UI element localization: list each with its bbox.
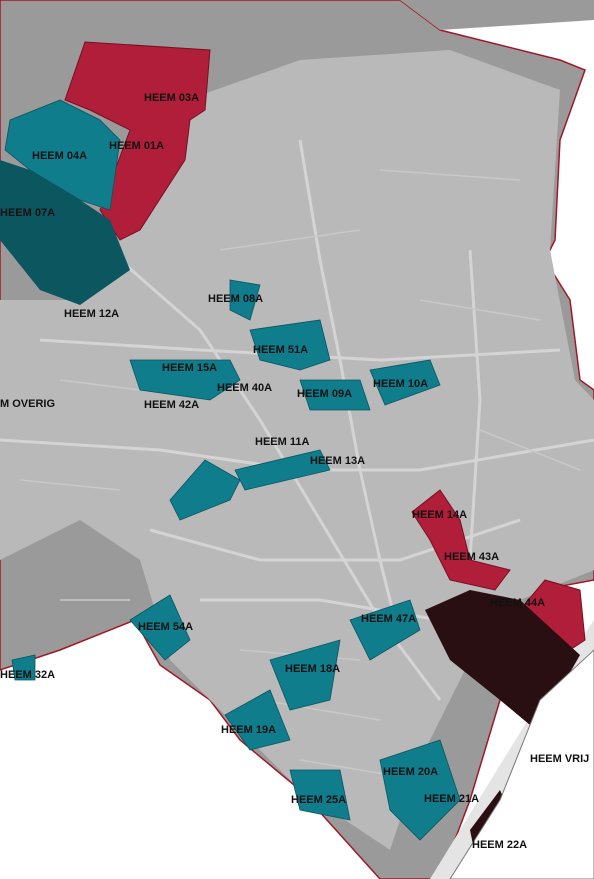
zone-label: HEEM 03A <box>144 92 199 104</box>
zone-label: HEEM 14A <box>412 509 467 521</box>
zone-label: HEEM 22A <box>472 839 527 851</box>
zone-label: HEEM 10A <box>373 378 428 390</box>
zone-teal <box>249 319 331 371</box>
zone-label: HEEM 19A <box>221 724 276 736</box>
zone-teal <box>299 379 371 411</box>
zone-red <box>64 41 211 241</box>
zone-label: HEEM 43A <box>444 551 499 563</box>
zone-label: HEEM 47A <box>361 613 416 625</box>
zone-label: HEEM 20A <box>383 766 438 778</box>
labels: HEEM 03A HEEM 01A HEEM 04A HEEM 07A HEEM… <box>0 92 589 851</box>
zone-teal <box>369 359 441 406</box>
zone-dark-teal <box>0 160 130 305</box>
zone-label: HEEM 11A <box>255 436 309 448</box>
zone-label: HEEM 01A <box>109 140 164 152</box>
zone-label: HEEM 08A <box>208 293 263 305</box>
zone-label: HEEM 40A <box>217 382 272 394</box>
zone-label: HEEM 51A <box>253 344 308 356</box>
zone-teal <box>224 689 291 751</box>
zone-teal <box>129 594 191 661</box>
zone-teal <box>129 359 241 401</box>
zone-label: HEEM 13A <box>310 455 365 467</box>
zone-label: HEEM 25A <box>291 794 346 806</box>
area-north <box>400 0 594 30</box>
zone-red <box>411 489 511 591</box>
zone-teal <box>229 279 261 321</box>
zone-teal <box>234 449 331 491</box>
zone-label: HEEM 18A <box>285 663 340 675</box>
zone-teal <box>4 99 121 211</box>
zone-label: HEEM 21A <box>424 793 479 805</box>
zone-label: HEEM 54A <box>138 621 193 633</box>
zone-label: M OVERIG <box>0 398 55 410</box>
zone-teal <box>269 639 341 711</box>
zone-label: HEEM 42A <box>144 399 199 411</box>
zone-teal <box>289 769 351 821</box>
zone-teal <box>349 599 421 661</box>
zone-white <box>449 649 594 879</box>
zone-label: HEEM 44A <box>490 597 545 609</box>
zone-dark <box>425 590 580 725</box>
zone-label: HEEM VRIJ <box>530 753 589 765</box>
zone-label: HEEM 32A <box>0 669 55 681</box>
zone-teal <box>11 654 36 681</box>
zone-label: HEEM 04A <box>32 150 87 162</box>
zone-label: HEEM 15A <box>162 362 217 374</box>
zone-teal <box>169 459 241 521</box>
zone-label: HEEM 09A <box>297 388 352 400</box>
zone-label: HEEM 12A <box>64 308 119 320</box>
zone-label: HEEM 07A <box>0 207 55 219</box>
zone-teal <box>379 739 461 841</box>
